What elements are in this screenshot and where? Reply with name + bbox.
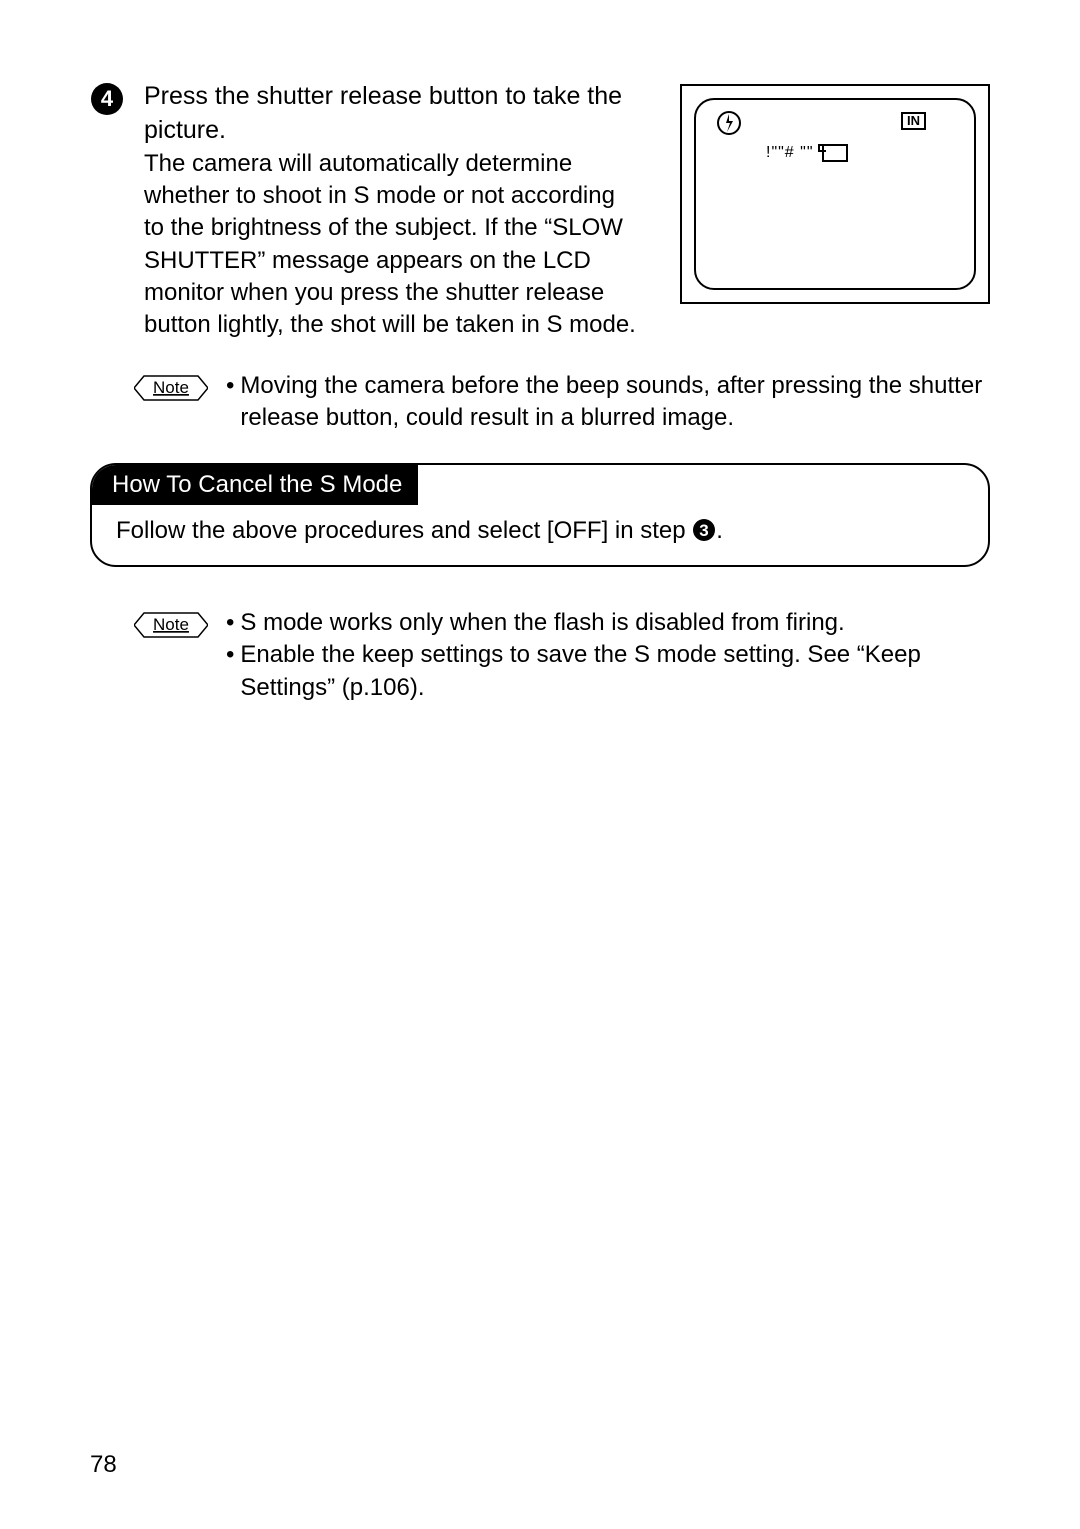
step-4-row: 4 Press the shutter release button to ta… — [90, 80, 990, 342]
cancel-s-mode-box: How To Cancel the S Mode Follow the abov… — [90, 463, 990, 567]
note-badge-icon: Note — [134, 374, 208, 407]
bullet-icon: • — [226, 607, 234, 639]
step-4-number-text: 4 — [101, 86, 114, 111]
step-4-text: Press the shutter release button to take… — [144, 80, 640, 342]
inline-step-3-number: 3 — [700, 521, 709, 540]
cancel-s-mode-body: Follow the above procedures and select [… — [92, 505, 988, 551]
page-number: 78 — [90, 1451, 117, 1479]
note-2-bullet-2: Enable the keep settings to save the S m… — [240, 639, 990, 704]
note-2-label: Note — [153, 615, 189, 634]
lcd-symbols-text: !""# "" — [766, 144, 814, 162]
inline-step-3-icon: 3 — [692, 518, 716, 551]
note-1-bullet-1: Moving the camera before the beep sounds… — [240, 370, 990, 435]
cancel-body-pre: Follow the above procedures and select [… — [116, 517, 692, 544]
lcd-inner-frame: IN !""# "" — [694, 98, 976, 290]
note-2: Note • S mode works only when the flash … — [134, 607, 990, 704]
lcd-status-symbols: !""# "" — [766, 144, 848, 162]
note-1: Note • Moving the camera before the beep… — [134, 370, 990, 435]
note-2-bullet-1: S mode works only when the flash is disa… — [240, 607, 844, 639]
flash-off-icon — [716, 110, 742, 142]
cancel-s-mode-title: How To Cancel the S Mode — [92, 465, 418, 505]
in-badge: IN — [901, 112, 926, 130]
note-badge-icon: Note — [134, 611, 208, 644]
note-2-text: • S mode works only when the flash is di… — [226, 607, 990, 704]
manual-page: 4 Press the shutter release button to ta… — [0, 0, 1080, 1529]
cancel-body-post: . — [716, 517, 723, 544]
note-1-label: Note — [153, 378, 189, 397]
bullet-icon: • — [226, 639, 234, 704]
lcd-illustration: IN !""# "" — [680, 84, 990, 304]
lcd-battery-icon — [822, 144, 848, 162]
step-4-number-icon: 4 — [90, 82, 124, 116]
bullet-icon: • — [226, 370, 234, 435]
step-4-heading: Press the shutter release button to take… — [144, 80, 640, 148]
step-4-body: The camera will automatically determine … — [144, 148, 640, 342]
note-1-text: • Moving the camera before the beep soun… — [226, 370, 990, 435]
